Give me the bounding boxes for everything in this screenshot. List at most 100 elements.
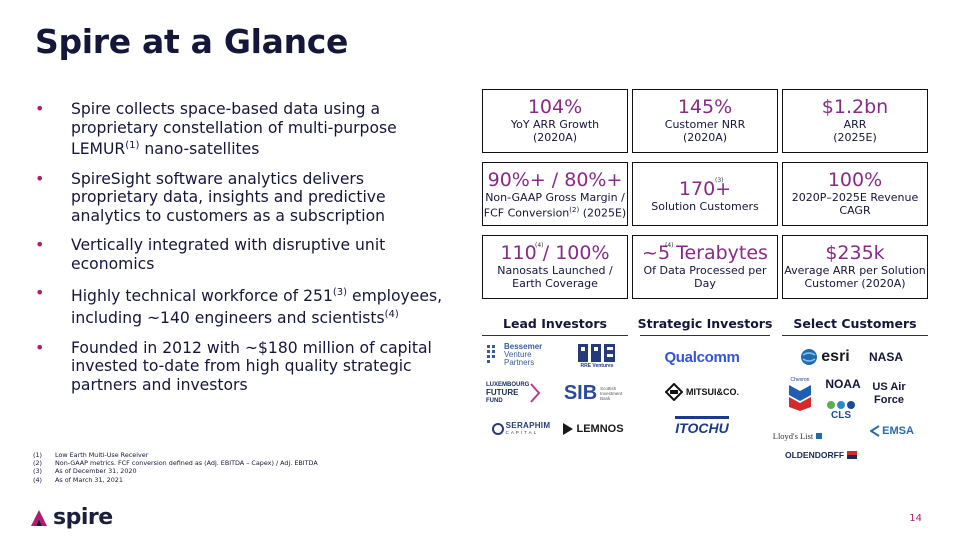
metric-tile-margin: 90%+ / 80%+ Non-GAAP Gross Margin / FCF … <box>482 162 628 226</box>
chevron-logo: Chevron <box>784 376 816 412</box>
metric-value: $235k <box>825 242 885 264</box>
chevron-mark-icon <box>789 385 811 411</box>
metric-label: (2020A) <box>532 131 578 144</box>
select-customers-heading: Select Customers <box>793 316 917 331</box>
logo-text: EMSA <box>882 425 914 437</box>
footnote-ref: (2) <box>569 206 580 214</box>
metric-label: Day <box>694 277 716 290</box>
metric-value: 110 / 100% <box>483 242 627 264</box>
lemnos-logo: LEMNOS <box>560 418 626 440</box>
logo-text: SIB <box>563 381 598 404</box>
rre-mark-icon <box>578 344 615 362</box>
bullet-item: • Highly technical workforce of 251(3) em… <box>35 284 455 327</box>
metric-label: (2025E) <box>833 131 877 144</box>
logo-text: OLDENDORFF <box>784 450 845 460</box>
logo-text: CAPITAL <box>505 430 539 435</box>
footnote-number: (4) <box>33 475 43 484</box>
logo-text: US Air <box>872 381 906 393</box>
metric-label: Non-GAAP Gross Margin / <box>485 191 625 204</box>
logo-text: FUTURE <box>486 388 519 397</box>
metric-value-part: 110 <box>500 242 537 264</box>
metric-label: FCF Conversion(2) (2025E) <box>483 204 627 220</box>
brand-name: spire <box>53 505 113 530</box>
footnote-ref: (4) <box>665 242 674 249</box>
metric-label-part: FCF Conversion <box>483 206 570 220</box>
divider <box>482 335 628 336</box>
lloyds-mark-icon <box>816 433 823 439</box>
spire-mark-icon <box>31 509 47 526</box>
divider <box>782 335 928 336</box>
metric-label: ARR <box>843 118 867 131</box>
cls-dots-icon <box>827 400 855 409</box>
oldendorff-flag-icon <box>847 451 858 459</box>
seraphim-circle-icon <box>491 423 504 435</box>
logo-text: Venture <box>504 350 532 359</box>
lloyds-list-logo: Lloyd's List <box>770 428 826 444</box>
metric-label: Of Data Processed per <box>643 264 767 277</box>
metric-tile-terabytes: (4) ~5 Terabytes Of Data Processed per D… <box>632 235 778 299</box>
footnote-number: (1) <box>33 451 43 459</box>
metric-tile-arr-growth: 104% YoY ARR Growth (2020A) <box>482 89 628 153</box>
metric-tile-nanosats: (4) 110 / 100% Nanosats Launched / Earth… <box>482 235 628 299</box>
logo-text: Chevron <box>790 377 810 383</box>
logo-text: CLS <box>831 409 851 421</box>
metric-tile-customer-nrr: 145% Customer NRR (2020A) <box>632 89 778 153</box>
metric-label: Nanosats Launched / <box>497 264 613 277</box>
divider <box>640 335 770 336</box>
metric-label: YoY ARR Growth <box>510 118 600 131</box>
bullet-dot-icon: • <box>35 337 45 357</box>
footnote-ref: (4) <box>535 242 544 249</box>
logo-text: NOAA <box>825 377 861 391</box>
footnote-number: (2) <box>33 459 43 468</box>
logo-text: Investment <box>600 390 623 396</box>
logo-text: Qualcomm <box>664 348 740 366</box>
footnote-text: As of March 31, 2021 <box>55 475 123 484</box>
logo-text: RRE Ventures <box>580 363 614 369</box>
logo-text: Bessemer <box>504 342 543 351</box>
footnote: (4) As of March 31, 2021 <box>33 476 318 484</box>
logo-text: MITSUI&CO. <box>686 387 739 397</box>
esri-logo: esri <box>796 346 854 368</box>
footnote-ref: (1) <box>125 140 140 151</box>
footnote: (3) As of December 31, 2020 <box>33 467 318 475</box>
bullet-text: SpireSight software analytics delivers p… <box>71 169 386 225</box>
logo-text: esri <box>821 348 850 365</box>
metric-tile-revenue-cagr: 100% 2020P–2025E Revenue CAGR <box>782 162 928 226</box>
metric-value: 145% <box>677 96 733 118</box>
bullet-text: Highly technical workforce of 251 <box>71 287 333 306</box>
emsa-mark-icon <box>870 425 880 437</box>
footnote: (2) Non-GAAP metrics. FCF conversion defi… <box>33 459 318 467</box>
bessemer-logo: Bessemer Venture Partners <box>486 340 558 370</box>
itochu-logo: ITOCHU <box>664 412 740 440</box>
logo-text: Lloyd's List <box>772 431 814 441</box>
lemnos-mark-icon <box>563 423 574 435</box>
metric-label: Solution Customers <box>651 200 759 213</box>
spire-logo: spire <box>30 505 113 530</box>
bullet-dot-icon: • <box>35 168 45 188</box>
metric-label: Average ARR per Solution <box>784 264 926 277</box>
noaa-logo: NOAA <box>820 374 866 394</box>
logo-text: Force <box>874 394 904 406</box>
qualcomm-logo: Qualcomm <box>660 346 744 368</box>
metric-label-part: (2025E) <box>579 206 627 220</box>
logo-text: Scottish <box>600 385 617 391</box>
metric-label: 2020P–2025E Revenue <box>791 191 919 204</box>
arrow-icon <box>530 383 541 403</box>
cls-logo: CLS <box>822 396 860 424</box>
footnote-ref: (4) <box>384 308 399 320</box>
metric-tile-avg-arr: $235k Average ARR per Solution Customer … <box>782 235 928 299</box>
metric-value-part: / 100% <box>536 242 610 264</box>
bullet-text: nano-satellites <box>139 140 260 159</box>
bullet-dot-icon: • <box>35 99 45 118</box>
luxembourg-future-fund-logo: LUXEMBOURG FUTURE FUND <box>486 378 548 408</box>
metric-value: ~5 Terabytes <box>633 242 777 264</box>
footnote-ref: (3) <box>332 287 348 299</box>
metric-tile-arr: $1.2bn ARR (2025E) <box>782 89 928 153</box>
bullet-item: • SpireSight software analytics delivers … <box>35 168 455 226</box>
logo-text: SERAPHIM <box>505 421 551 430</box>
logo-text: Partners <box>504 358 535 367</box>
bullet-dot-icon: • <box>35 235 45 255</box>
seraphim-capital-logo: SERAPHIM CAPITAL <box>486 418 556 440</box>
metric-label: Customer (2020A) <box>804 277 906 290</box>
footnote: (1) Low Earth Multi-Use Receiver <box>33 451 318 459</box>
